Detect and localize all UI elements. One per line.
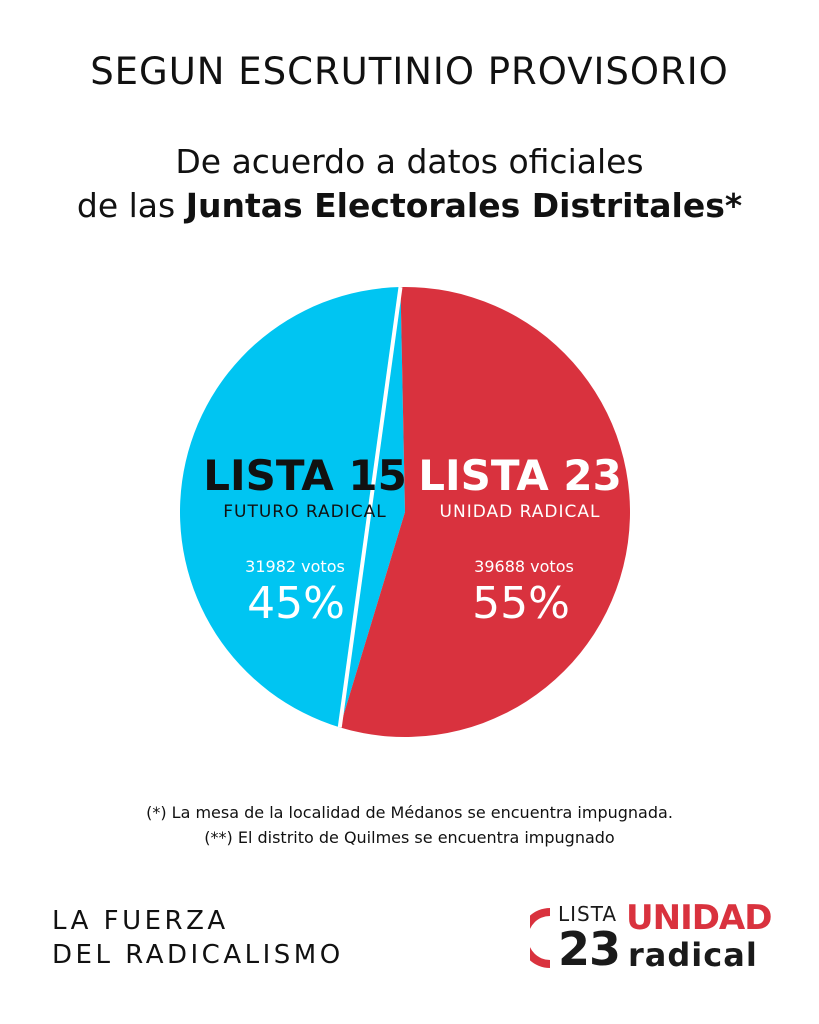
subtitle-line-1: De acuerdo a datos oficiales <box>175 142 644 181</box>
lista-23-logo: LISTA 23 UNIDAD radical <box>530 898 780 978</box>
slice-percent-lista-15: 45% <box>247 578 345 629</box>
slogan: LA FUERZA DEL RADICALISMO <box>52 904 344 972</box>
slice-votes-lista-15: 31982 votos <box>245 557 345 576</box>
slice-percent-lista-23: 55% <box>472 578 570 629</box>
logo-lista-text: LISTA <box>558 902 618 926</box>
footnote-1: (*) La mesa de la localidad de Médanos s… <box>146 803 673 822</box>
headline: SEGUN ESCRUTINIO PROVISORIO <box>90 50 729 93</box>
logo-number: 23 <box>558 922 621 976</box>
slice-votes-lista-23: 39688 votos <box>474 557 574 576</box>
slice-divider <box>337 286 403 728</box>
footnotes: (*) La mesa de la localidad de Médanos s… <box>0 800 819 850</box>
slice-sublabel-lista-23: UNIDAD RADICAL <box>440 502 601 522</box>
subtitle-line-2: de las Juntas Electorales Distritales* <box>0 184 819 228</box>
footnote-2: (**) El distrito de Quilmes se encuentra… <box>204 828 615 847</box>
subtitle-line-2-prefix: de las <box>76 186 186 225</box>
slogan-line-1: LA FUERZA <box>52 906 229 936</box>
slice-sublabel-lista-15: FUTURO RADICAL <box>223 502 386 522</box>
slice-label-lista-23: LISTA 23 <box>418 451 622 500</box>
subtitle-line-2-bold: Juntas Electorales Distritales* <box>185 186 743 225</box>
logo-unidad-text: UNIDAD <box>626 898 772 938</box>
logo-radical-text: radical <box>628 936 758 974</box>
logo-half-circle-icon <box>530 908 550 968</box>
subtitle: De acuerdo a datos oficiales de las Junt… <box>0 140 819 228</box>
slogan-line-2: DEL RADICALISMO <box>52 940 344 970</box>
pie-slice-lista-23 <box>339 287 631 738</box>
pie-slice-lista-15 <box>180 287 405 728</box>
slice-label-lista-15: LISTA 15 <box>203 451 407 500</box>
